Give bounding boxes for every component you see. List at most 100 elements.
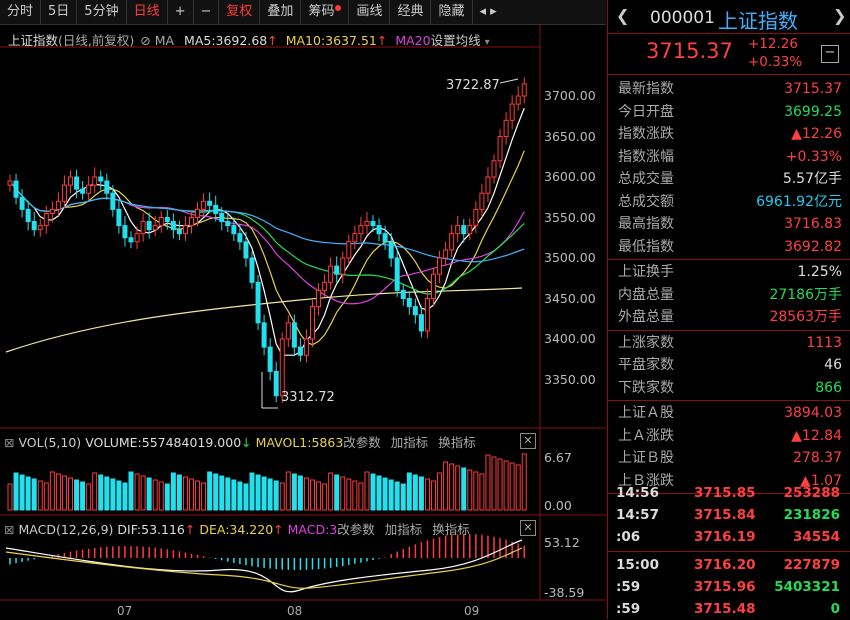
collapse-icon[interactable]: ⊠	[4, 522, 15, 537]
stat-label: 上Ｂ涨跌	[618, 472, 674, 489]
candle-body	[364, 221, 370, 227]
volume-bar	[376, 475, 382, 511]
tick-volume: 34554	[793, 529, 840, 545]
candle-body	[437, 257, 443, 275]
vol-params-link[interactable]: 改参数	[343, 435, 381, 450]
volume-bar	[352, 480, 358, 511]
volume-bar	[394, 481, 400, 511]
stat-label: 下跌家数	[618, 379, 674, 396]
divider	[608, 33, 850, 34]
stat-value: 1113	[806, 334, 842, 351]
macd-close-icon[interactable]: ✕	[520, 520, 536, 536]
toolbar-item-9[interactable]: 画线	[349, 0, 391, 24]
macd-params-link[interactable]: 改参数	[337, 522, 375, 537]
stat-row: 上证Ａ股 3894.03	[618, 402, 846, 424]
candle-body	[152, 225, 158, 231]
stat-label: 指数涨跌	[618, 126, 674, 142]
candle-body	[122, 225, 128, 239]
candle-body	[231, 225, 237, 235]
collapse-icon[interactable]: ⊠	[4, 435, 15, 450]
kline-chart-canvas	[0, 24, 606, 601]
candle-body	[521, 83, 527, 97]
ma120-line	[5, 287, 523, 353]
volume-bar	[467, 469, 473, 511]
toolbar-item-7[interactable]: 叠加	[260, 0, 302, 24]
candle-body	[255, 281, 261, 324]
volume-bar	[164, 483, 170, 511]
stat-row: 外盘总量 28563万手	[618, 306, 846, 328]
minimize-icon[interactable]: −	[821, 45, 839, 63]
tick-time: 14:57	[616, 507, 659, 523]
volume-bar	[400, 483, 406, 511]
ma5-arrow-icon: ↑	[267, 33, 278, 48]
candle-body	[388, 241, 394, 259]
price-change-pct: +0.33%	[748, 54, 803, 70]
macd-add-indicator[interactable]: 加指标	[384, 522, 423, 537]
ma-settings-icon[interactable]: ⊘	[140, 33, 151, 48]
volume-bar	[19, 474, 25, 511]
ma10-line	[9, 150, 525, 346]
volume-bar	[328, 472, 334, 511]
candle-body	[37, 225, 43, 231]
macd-label: MACD(12,26,9)	[18, 522, 114, 537]
volume-bar	[334, 474, 340, 511]
next-stock-icon[interactable]: ❯	[833, 6, 847, 25]
candle-body	[13, 180, 19, 198]
dea-value: DEA:34.220	[199, 522, 274, 537]
dropdown-icon[interactable]: ▾	[484, 37, 490, 48]
tick-price: 3715.85	[694, 485, 756, 501]
macd-value: MACD:3	[287, 522, 338, 537]
toolbar-item-6[interactable]: 复权	[219, 0, 261, 24]
stat-row: 今日开盘 3699.25	[618, 101, 846, 123]
candle-body	[170, 221, 176, 231]
toolbar-item-5[interactable]: −	[194, 0, 220, 24]
volume-bar	[134, 473, 140, 511]
tick-time: :59	[616, 601, 641, 617]
tick-row: 14:56 3715.85 253288	[608, 482, 850, 504]
stat-label: 上证Ｂ股	[618, 450, 674, 466]
divider	[608, 74, 850, 75]
volume-bar	[189, 478, 194, 511]
volume-bar	[303, 477, 309, 511]
ma-settings-link[interactable]: 设置均线	[430, 33, 481, 48]
candle-body	[68, 176, 73, 186]
volume-bar	[455, 465, 461, 511]
stat-label: 最高指数	[618, 216, 674, 232]
toolbar-item-0[interactable]: 分时	[0, 0, 42, 24]
toolbar-item-8[interactable]: 筹码	[301, 0, 350, 24]
tick-row: 15:00 3716.20 227879	[608, 554, 850, 576]
tick-time: :06	[616, 529, 641, 545]
candle-body	[291, 322, 297, 348]
toolbar-item-1[interactable]: 5日	[41, 0, 78, 24]
vol-close-icon[interactable]: ✕	[520, 433, 536, 449]
toolbar-item-11[interactable]: 隐藏	[431, 0, 473, 24]
divider	[608, 551, 850, 552]
candle-body	[207, 200, 213, 206]
candle-body	[334, 265, 340, 275]
tick-volume: 5403321	[774, 579, 840, 595]
toolbar-item-4[interactable]: +	[168, 0, 194, 24]
candle-body	[346, 241, 352, 259]
toolbar-item-2[interactable]: 5分钟	[77, 0, 127, 24]
toolbar-scroll-arrows[interactable]: ◂ ▸	[479, 4, 497, 19]
toolbar-item-3[interactable]: 日线	[127, 0, 168, 24]
vol-arrow-icon: ↓	[241, 435, 252, 450]
divider	[608, 329, 850, 331]
macd-switch-indicator[interactable]: 换指标	[432, 522, 470, 537]
volume-bar	[49, 471, 55, 511]
volume-header: ⊠ VOL(5,10) VOLUME:557484019.000↓ MAVOL1…	[4, 432, 476, 451]
ma20-line	[9, 180, 525, 305]
tick-time: 14:56	[616, 485, 659, 501]
toolbar-item-10[interactable]: 经典	[390, 0, 432, 24]
volume-bar	[461, 467, 467, 511]
stat-value: 866	[815, 379, 842, 396]
vol-add-indicator[interactable]: 加指标	[390, 435, 429, 450]
volume-bar	[31, 478, 37, 511]
prev-stock-icon[interactable]: ❮	[616, 6, 630, 25]
vol-switch-indicator[interactable]: 换指标	[438, 435, 476, 450]
volume-bar	[485, 454, 491, 511]
stat-label: 平盘家数	[618, 357, 674, 373]
stat-label: 最新指数	[618, 81, 674, 97]
vol-y-tick: 6.67	[544, 450, 572, 465]
candle-body	[110, 192, 116, 210]
